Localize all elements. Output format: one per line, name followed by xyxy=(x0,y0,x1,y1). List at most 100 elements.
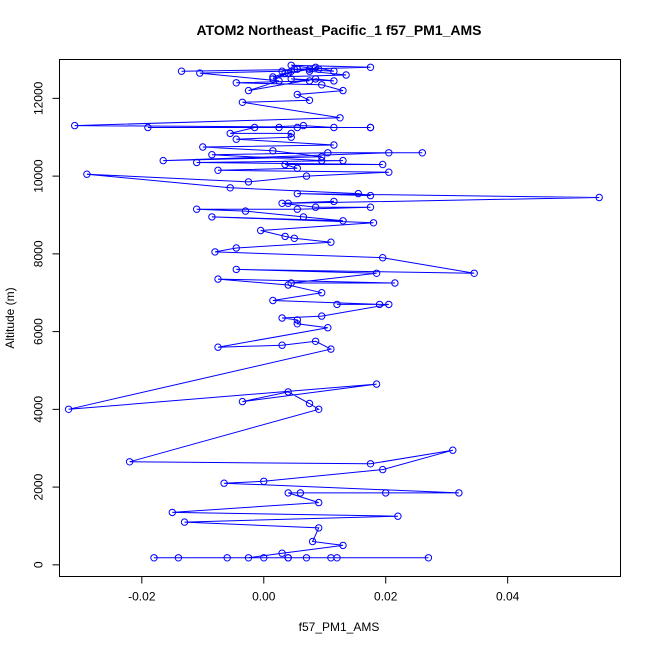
data-point xyxy=(375,300,384,309)
data-point xyxy=(287,61,295,70)
data-point xyxy=(315,524,323,532)
data-point xyxy=(339,86,347,95)
data-point xyxy=(372,269,381,277)
data-point xyxy=(311,337,320,345)
data-point xyxy=(305,67,314,75)
data-point xyxy=(64,405,73,413)
data-point xyxy=(287,279,295,287)
data-point xyxy=(339,217,347,225)
data-point xyxy=(302,172,311,180)
data-point xyxy=(366,203,375,211)
data-point xyxy=(318,153,326,161)
data-point xyxy=(372,380,381,388)
data-point xyxy=(278,341,286,349)
data-point xyxy=(369,219,378,227)
data-point xyxy=(211,248,219,256)
data-point xyxy=(379,254,387,262)
data-point xyxy=(318,81,326,89)
data-point xyxy=(324,324,332,332)
data-point xyxy=(366,63,375,72)
data-point xyxy=(232,244,241,252)
data-point xyxy=(385,149,393,157)
y-tick-label: 10000 xyxy=(32,159,46,193)
data-point xyxy=(284,489,292,497)
data-point xyxy=(244,86,253,95)
data-point xyxy=(293,316,301,324)
data-point xyxy=(418,149,426,157)
data-point xyxy=(315,498,323,507)
data-point xyxy=(449,446,457,454)
data-point xyxy=(379,465,387,474)
data-point xyxy=(330,77,338,85)
data-point xyxy=(391,279,399,287)
data-point xyxy=(180,518,189,526)
x-axis: -0.02 0.00 0.02 0.04 xyxy=(128,576,520,604)
data-point xyxy=(232,135,241,143)
data-point xyxy=(278,314,286,322)
data-point xyxy=(330,141,338,149)
data-point xyxy=(199,143,207,151)
data-point xyxy=(305,399,314,408)
plot-area xyxy=(64,61,603,562)
data-point xyxy=(293,164,301,173)
data-point xyxy=(83,170,91,178)
data-point xyxy=(339,541,347,550)
data-point xyxy=(293,189,301,198)
data-point xyxy=(220,479,228,487)
plot-frame xyxy=(59,59,621,577)
data-point xyxy=(278,549,286,557)
data-point xyxy=(290,234,298,243)
data-point xyxy=(293,90,301,99)
y-tick-label: 8000 xyxy=(32,240,46,267)
data-point xyxy=(382,489,390,497)
x-tick-label: -0.02 xyxy=(128,590,156,604)
data-point xyxy=(208,213,216,221)
data-point xyxy=(311,75,320,83)
y-tick-label: 0 xyxy=(32,561,46,568)
data-point xyxy=(177,67,186,75)
data-point xyxy=(269,73,277,81)
data-point xyxy=(424,554,433,562)
y-axis: 0 2000 4000 6000 8000 10000 12000 xyxy=(32,81,60,568)
data-point xyxy=(305,65,314,73)
data-point xyxy=(159,156,167,165)
data-point xyxy=(241,207,250,215)
data-point xyxy=(302,554,311,562)
y-tick-label: 12000 xyxy=(32,81,46,115)
data-point xyxy=(168,508,177,517)
data-point xyxy=(232,79,241,87)
x-tick-label: 0.04 xyxy=(496,590,520,604)
data-point xyxy=(336,114,344,122)
data-point xyxy=(311,203,320,211)
data-point xyxy=(125,458,134,466)
data-point xyxy=(275,123,283,132)
data-point xyxy=(315,65,323,73)
data-point xyxy=(318,156,326,165)
data-point xyxy=(287,129,295,138)
data-point xyxy=(174,554,183,562)
data-point xyxy=(193,205,201,213)
data-point xyxy=(223,554,231,562)
data-point xyxy=(214,343,222,351)
data-point xyxy=(293,320,301,328)
data-point xyxy=(366,460,375,468)
data-point xyxy=(269,75,277,83)
data-point xyxy=(595,193,603,202)
data-point xyxy=(196,69,204,77)
data-point xyxy=(284,554,292,562)
data-point xyxy=(257,226,265,235)
data-point xyxy=(296,489,305,497)
data-point xyxy=(366,191,375,200)
data-point xyxy=(226,184,234,192)
data-point xyxy=(324,149,332,157)
data-point xyxy=(293,123,301,132)
data-point xyxy=(293,205,301,213)
data-point xyxy=(330,67,338,75)
data-point xyxy=(327,345,335,353)
data-point xyxy=(281,232,289,241)
data-point xyxy=(269,147,277,155)
y-axis-label: Altitude (m) xyxy=(3,287,17,348)
data-point xyxy=(287,133,295,141)
data-point xyxy=(470,269,478,277)
